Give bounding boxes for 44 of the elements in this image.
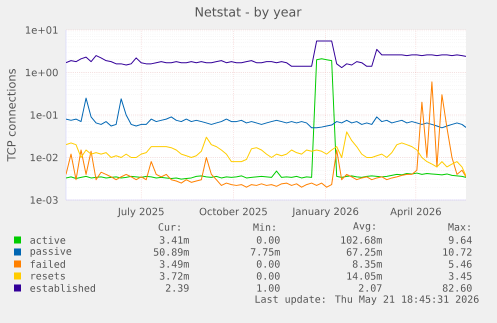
text: 7.75m — [250, 248, 280, 256]
legend-label: failed — [30, 260, 65, 268]
legend-label: passive — [30, 247, 72, 257]
text: Last update: Thu May 21 18:45:31 2026 — [256, 295, 479, 305]
text: 0.00 — [256, 260, 280, 268]
legend-label: active — [30, 236, 66, 244]
x-tick-label: July 2025 — [117, 208, 164, 218]
text: 3.72m — [160, 272, 189, 280]
legend-label: resets — [31, 272, 65, 280]
legend-label: established — [30, 284, 95, 292]
y-tick-label: 1e-03 — [30, 196, 58, 204]
y-tick-label: 1e+00 — [26, 68, 58, 76]
text: 9.64 — [448, 236, 472, 244]
text: Cur: — [158, 223, 180, 231]
x-tick-label: April 2026 — [390, 208, 441, 218]
text: 10.72 — [443, 248, 472, 256]
text: 3.49m — [160, 260, 189, 268]
text: 0.00 — [256, 236, 280, 244]
line-series — [66, 81, 466, 188]
text: 50.89m — [154, 248, 189, 256]
x-tick-label: January 2026 — [292, 208, 358, 218]
text: 2.39 — [166, 284, 189, 292]
text: Max: — [448, 223, 470, 231]
text: 102.68m — [341, 236, 382, 244]
text: 2.07 — [358, 284, 382, 292]
x-tick-label: October 2025 — [200, 208, 267, 216]
text: 67.25m — [346, 248, 382, 256]
text: 3.45 — [448, 272, 472, 280]
text: 1.00 — [257, 284, 280, 292]
text: 0.00 — [256, 272, 280, 280]
text: Avg: — [353, 222, 375, 232]
y-tick-label: 1e-02 — [30, 154, 58, 162]
line-series — [66, 98, 466, 128]
line-series — [66, 58, 466, 180]
text: 8.35m — [352, 260, 382, 268]
y-tick-label: 1e+01 — [26, 26, 58, 34]
y-tick-label: 1e-01 — [30, 111, 58, 119]
text: 5.46 — [448, 260, 472, 268]
chart-title: Netstat - by year — [196, 6, 302, 20]
text: 14.05m — [347, 272, 382, 280]
text: 3.41m — [160, 236, 189, 244]
text: 82.60 — [442, 284, 472, 292]
y-axis-title: TCP connections — [6, 69, 16, 162]
text: Min: — [253, 223, 275, 231]
